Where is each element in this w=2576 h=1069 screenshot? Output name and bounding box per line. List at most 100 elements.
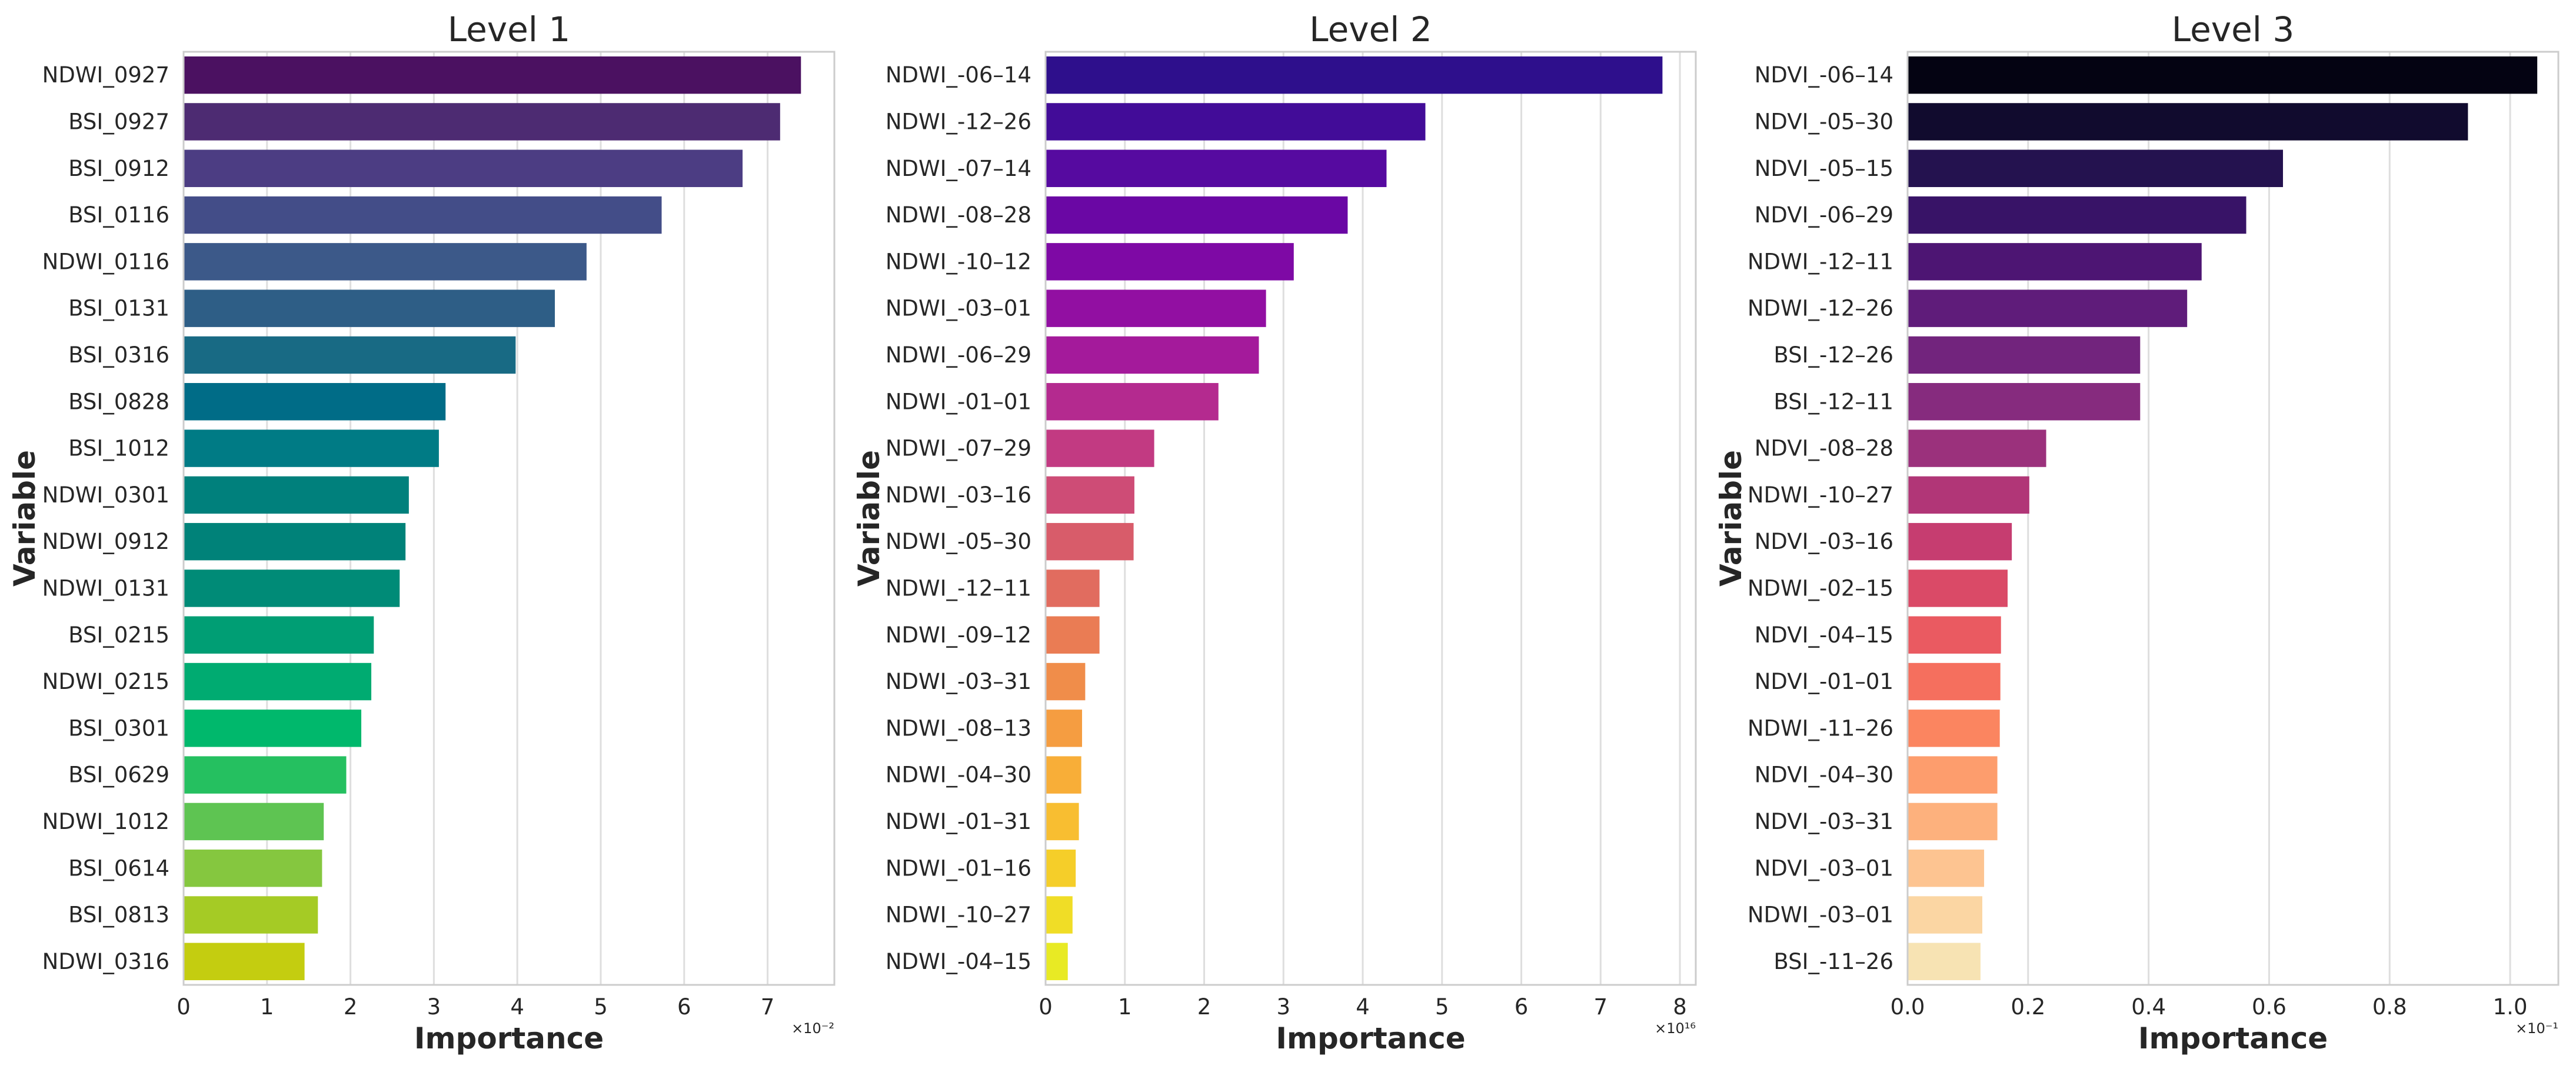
chart-title: Level 3	[2172, 9, 2294, 49]
y-tick-label: NDVI_-03–16	[1755, 529, 1893, 554]
bar	[1046, 802, 1079, 841]
y-tick-label: NDVI_-03–31	[1755, 809, 1893, 834]
bar	[1908, 570, 2008, 607]
y-tick-label: BSI_-12–11	[1773, 389, 1893, 414]
bar	[1908, 149, 2283, 187]
bar	[184, 802, 324, 841]
bar	[184, 56, 801, 94]
y-tick-label: NDWI_-12–11	[886, 575, 1031, 601]
y-tick-label: NDWI_-09–12	[886, 622, 1031, 648]
y-tick-label: NDWI_0927	[42, 62, 169, 88]
x-tick-label: 3	[427, 994, 441, 1020]
chart-title: Level 1	[448, 9, 570, 49]
y-tick-label: NDWI_-03–16	[886, 482, 1031, 508]
x-tick-label: 7	[1594, 994, 1608, 1020]
y-tick-label: NDWI_1012	[42, 809, 169, 834]
x-tick-label: 0	[1039, 994, 1053, 1020]
y-tick-label: NDWI_-12–11	[1748, 249, 1893, 274]
bar	[1908, 943, 1981, 981]
x-tick-label: 2	[1197, 994, 1212, 1020]
y-tick-label: NDWI_-03–01	[886, 296, 1031, 321]
bar	[184, 662, 372, 701]
bar	[1908, 616, 2001, 654]
bar	[1046, 56, 1663, 94]
bar	[1046, 662, 1086, 701]
y-tick-label: NDWI_-04–30	[886, 762, 1031, 788]
bar	[184, 710, 362, 747]
chart-panel-3: NDVI_-06–14 NDVI_-05–30 NDVI_-05–15 NDVI_-0…	[1714, 9, 2560, 1055]
y-tick-label: BSI_-11–26	[1773, 949, 1893, 974]
bar	[184, 336, 516, 374]
bar	[1046, 289, 1266, 327]
x-tick-label: 1	[1118, 994, 1132, 1020]
x-tick-label: 7	[761, 994, 775, 1020]
bar	[1046, 943, 1068, 981]
x-tick-label: 4	[1356, 994, 1370, 1020]
y-tick-label: BSI_1012	[68, 436, 169, 461]
bar	[1046, 196, 1348, 234]
y-tick-label: BSI_-12–26	[1773, 342, 1893, 368]
y-tick-label: NDWI_-10–27	[886, 903, 1031, 928]
bar	[1908, 383, 2141, 421]
bar	[1046, 336, 1259, 374]
bar	[1046, 476, 1134, 514]
bar	[1908, 429, 2046, 467]
bar	[1908, 710, 2000, 747]
x-tick-label: 6	[1515, 994, 1529, 1020]
axes-frame	[182, 51, 836, 986]
y-tick-label: BSI_0316	[68, 342, 169, 368]
chart-panel-1: NDWI_0927 BSI_0927 BSI_0912 BSI_0116 NDWI_01…	[8, 9, 836, 1055]
y-tick-label: NDWI_0316	[42, 949, 169, 974]
x-tick-label: 5	[594, 994, 608, 1020]
y-tick-label: NDWI_-04–15	[886, 949, 1031, 974]
y-tick-label: BSI_0912	[68, 156, 169, 181]
y-tick-label: NDWI_-07–14	[886, 156, 1031, 181]
bar	[1046, 570, 1100, 607]
bar	[1908, 196, 2246, 234]
bar	[1908, 243, 2202, 281]
y-tick-label: NDWI_-03–01	[1748, 903, 1893, 928]
y-tick-label: NDWI_-08–13	[886, 715, 1031, 741]
y-tick-label: NDVI_-06–14	[1755, 62, 1893, 88]
bar	[1046, 103, 1426, 141]
x-tick-label: 3	[1276, 994, 1290, 1020]
y-axis-label: Variable	[852, 450, 886, 587]
bar	[184, 850, 322, 887]
y-tick-label: BSI_0131	[68, 296, 169, 321]
axis-multiplier: ×10⁻¹	[2515, 1020, 2558, 1037]
bar	[1908, 336, 2141, 374]
bar	[1908, 850, 1985, 887]
axis-multiplier: ×10⁻²	[791, 1020, 834, 1037]
x-axis-label: Importance	[1276, 1021, 1465, 1055]
y-tick-label: BSI_0215	[68, 622, 169, 648]
bar	[1046, 756, 1081, 794]
bar	[184, 522, 406, 561]
y-tick-label: BSI_0629	[68, 762, 169, 788]
x-tick-label: 2	[344, 994, 358, 1020]
y-tick-label: NDWI_-02–15	[1748, 575, 1893, 601]
bar	[184, 196, 662, 234]
bar	[184, 149, 743, 187]
bar	[1908, 476, 2029, 514]
y-tick-label: NDWI_-11–26	[1748, 715, 1893, 741]
bar	[1908, 896, 1982, 934]
bar	[1046, 522, 1134, 561]
y-tick-label: NDWI_0912	[42, 529, 169, 554]
bar	[184, 289, 555, 327]
y-tick-label: NDWI_-06–29	[886, 342, 1031, 368]
y-tick-label: NDWI_0116	[42, 249, 169, 274]
x-tick-label: 0.6	[2252, 994, 2287, 1020]
x-axis-label: Importance	[2138, 1021, 2328, 1055]
y-tick-label: NDWI_-12–26	[1748, 296, 1893, 321]
y-tick-label: NDWI_-01–01	[886, 389, 1031, 414]
y-tick-label: NDWI_-06–14	[886, 62, 1031, 88]
x-tick-label: 0	[177, 994, 191, 1020]
bar	[184, 570, 400, 607]
y-tick-label: NDVI_-06–29	[1755, 202, 1893, 228]
bar	[1046, 850, 1076, 887]
y-tick-label: NDWI_-12–26	[886, 109, 1031, 134]
x-tick-label: 6	[677, 994, 691, 1020]
bar	[1046, 243, 1294, 281]
bar	[1908, 289, 2188, 327]
